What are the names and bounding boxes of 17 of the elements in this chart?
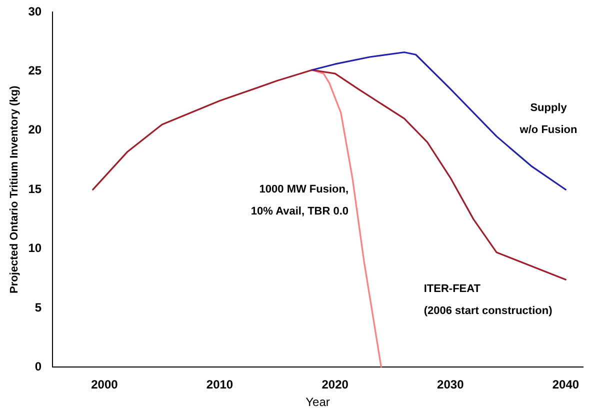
- y-tick-label: 15: [28, 182, 42, 196]
- x-tick-label: 2040: [552, 378, 580, 392]
- x-tick-label: 2030: [437, 378, 464, 392]
- x-tick-label: 2000: [91, 378, 118, 392]
- y-tick-label: 5: [34, 300, 42, 314]
- x-axis-title: Year: [306, 395, 330, 410]
- series-label: Supply w/o Fusion: [518, 102, 578, 136]
- series-label: ITER-FEAT (2006 start construction): [424, 283, 553, 318]
- y-tick-label: 30: [28, 4, 42, 18]
- y-tick-label: 10: [28, 241, 42, 256]
- y-tick-label: 0: [34, 360, 42, 374]
- y-tick-label: 25: [28, 64, 42, 78]
- y-axis-title: Projected Ontario Tritium Inventory (kg): [8, 85, 21, 294]
- y-tick-label: 20: [28, 122, 42, 137]
- x-tick-label: 2010: [206, 378, 234, 392]
- x-tick-label: 2020: [322, 378, 349, 392]
- series-label: 1000 MW Fusion, 10% Avail, TBR 0.0: [250, 184, 349, 218]
